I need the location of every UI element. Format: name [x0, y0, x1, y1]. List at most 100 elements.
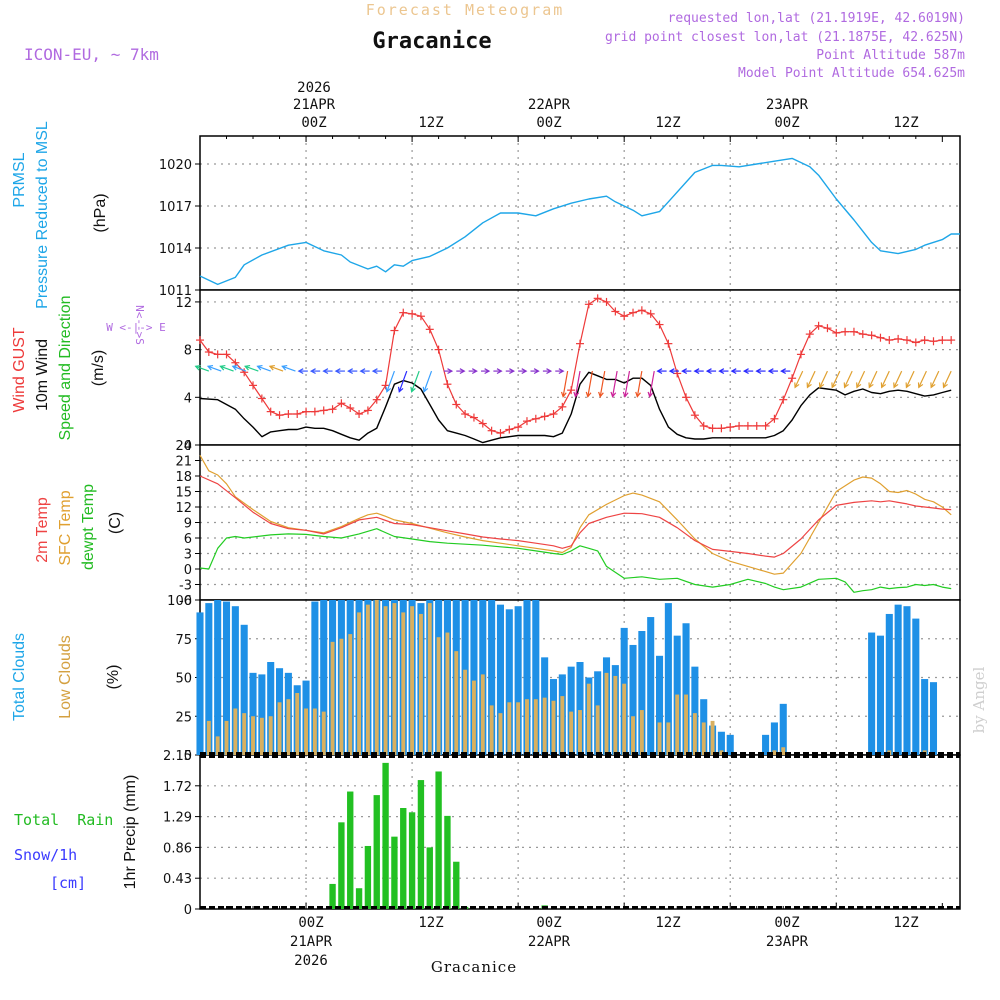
- y-tick-label: 0: [184, 439, 192, 454]
- low-cloud-bar: [525, 699, 529, 755]
- panel-background: [200, 755, 960, 909]
- low-cloud-bar: [586, 683, 591, 755]
- total-cloud-bar: [894, 604, 902, 755]
- y-tick-label: 100: [167, 594, 192, 609]
- low-cloud-bar: [436, 637, 441, 755]
- rain-bar: [400, 808, 407, 909]
- wind-arrow-head: [656, 368, 663, 375]
- wind-arrow-head: [231, 364, 238, 371]
- total-cloud-bar: [214, 600, 222, 755]
- y-tick-label: 50: [175, 672, 192, 687]
- wind-arrow-head: [533, 368, 540, 375]
- grid-point-coords: grid point closest lon,lat (21.1875E, 42…: [605, 30, 965, 45]
- wind-arrow: [856, 370, 866, 388]
- low-cloud-bar: [560, 696, 565, 755]
- model-name: ICON-EU, ~ 7km: [24, 45, 159, 64]
- y-tick-label: 0.86: [163, 841, 192, 856]
- total-cloud-bar: [196, 612, 204, 755]
- low-cloud-bar: [675, 694, 680, 755]
- wind-arrow-head: [917, 382, 924, 389]
- wind-arrow-head: [730, 368, 737, 375]
- footer-place: Gracanice: [431, 958, 517, 976]
- compass-we: W <-|-> E: [106, 321, 166, 334]
- total-cloud-bar: [629, 644, 637, 755]
- low-cloud-bar: [657, 722, 662, 755]
- low-cloud-bar: [639, 710, 644, 755]
- rain-label: Total Rain: [14, 811, 113, 829]
- low-cloud-bar: [613, 675, 618, 755]
- y-tick-label: 15: [175, 486, 192, 501]
- wind-arrow: [398, 370, 408, 392]
- wind-arrow: [195, 365, 210, 372]
- low-cloud-bar: [321, 711, 326, 755]
- wind-arrow: [794, 370, 804, 388]
- rain-bar: [373, 795, 380, 909]
- wind-arrow-head: [905, 382, 911, 389]
- chart-title: Forecast Meteogram: [366, 1, 565, 19]
- bottom-time-axis: 00Z 21APR 2026 12Z 00Z 22APR 12Z 00Z 23A…: [290, 915, 919, 969]
- low-cloud-bar: [277, 702, 282, 755]
- rain-bar: [391, 836, 398, 909]
- gust-label: Wind GUST: [11, 327, 28, 413]
- wind-arrow: [562, 370, 569, 397]
- rain-bar: [364, 845, 372, 909]
- wind-arrow-head: [281, 364, 288, 371]
- plot-area: 101110141017102004812-6-3036912151821240…: [159, 135, 961, 918]
- low-cloud-bar: [551, 700, 556, 755]
- wind-arrow-head: [256, 364, 263, 371]
- total-cloud-bar: [921, 679, 929, 755]
- y-tick-label: 12: [175, 501, 192, 516]
- y-tick-label: 1014: [159, 242, 192, 257]
- wind-arrow-head: [818, 382, 825, 389]
- rain-bar: [453, 861, 460, 909]
- low-cloud-bar: [224, 720, 229, 755]
- rain-bar: [417, 780, 425, 909]
- low-cloud-bar: [507, 702, 512, 755]
- total-cloud-bar: [267, 662, 275, 755]
- wind-arrow-head: [322, 368, 329, 375]
- snow-label: Snow/1h: [14, 846, 77, 864]
- low-cloud-bar: [365, 604, 370, 755]
- wind-arrow-head: [509, 368, 516, 375]
- y-tick-label: 1017: [159, 200, 192, 215]
- low-cloud-bar: [692, 713, 697, 755]
- wind-arrow: [423, 370, 433, 392]
- clouds-unit: (%): [105, 665, 122, 690]
- y-tick-label: 12: [175, 296, 192, 311]
- y-tick-label: 0: [184, 563, 192, 578]
- total-cloud-bar: [876, 635, 884, 755]
- pressure-unit: (hPa): [92, 193, 109, 232]
- low-cloud-bar: [604, 672, 609, 755]
- total-cloud-bar: [647, 617, 655, 755]
- rain-bar: [355, 888, 363, 909]
- wind-arrow: [918, 370, 927, 388]
- total-cloud-bar: [682, 623, 690, 755]
- low-clouds-label: Low Clouds: [57, 635, 74, 719]
- wind-label: 10m Wind: [34, 339, 51, 411]
- total-cloud-bar: [311, 601, 319, 755]
- total-cloud-bar: [885, 613, 893, 755]
- total-clouds-label: Total Clouds: [11, 633, 28, 721]
- total-cloud-bar: [470, 600, 478, 755]
- rain-bar: [444, 815, 451, 909]
- wind-arrow-head: [598, 391, 604, 398]
- panel-background: [200, 290, 960, 445]
- wind-arrow-head: [755, 368, 762, 375]
- wind-arrow-head: [647, 391, 654, 398]
- point-altitude: Point Altitude 587m: [816, 48, 965, 63]
- wind-arrow: [612, 370, 618, 397]
- rain-bar: [408, 812, 416, 909]
- wind-direction-label: Speed and Direction: [57, 296, 74, 441]
- low-cloud-bar: [622, 683, 627, 755]
- total-cloud-bar: [523, 600, 531, 755]
- pressure-line: [199, 157, 960, 286]
- low-cloud-bar: [312, 708, 317, 755]
- y-tick-label: 0: [184, 903, 192, 918]
- wind-arrow: [930, 370, 940, 388]
- low-cloud-bar: [233, 708, 238, 755]
- total-cloud-bar: [929, 682, 938, 755]
- total-cloud-bar: [240, 624, 248, 755]
- wind-arrow: [599, 370, 606, 397]
- wind-arrow: [636, 370, 643, 397]
